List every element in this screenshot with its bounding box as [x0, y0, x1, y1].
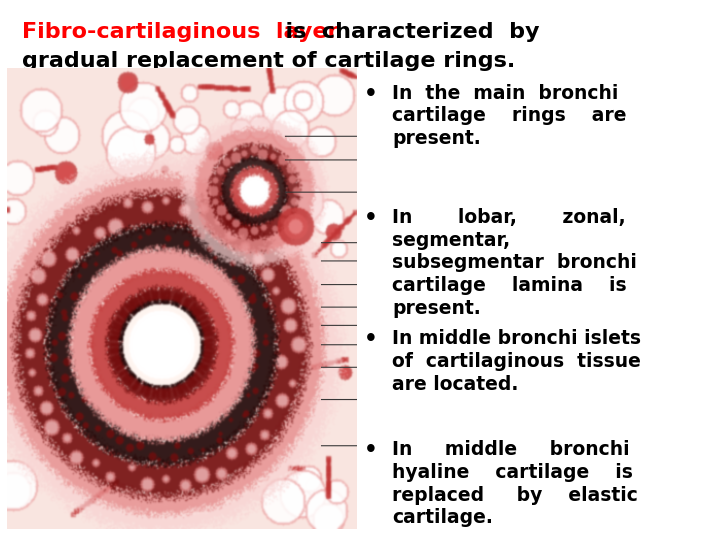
- Text: is  characterized  by: is characterized by: [270, 22, 539, 42]
- Text: gradual replacement of cartilage rings.: gradual replacement of cartilage rings.: [22, 51, 515, 71]
- Text: In     middle     bronchi
hyaline    cartilage    is
replaced     by    elastic
: In middle bronchi hyaline cartilage is r…: [392, 440, 638, 528]
- Text: Fibro-cartilaginous  layer: Fibro-cartilaginous layer: [22, 22, 338, 42]
- Text: •: •: [364, 329, 377, 349]
- Text: In       lobar,       zonal,
segmentar,
subsegmentar  bronchi
cartilage    lamin: In lobar, zonal, segmentar, subsegmentar…: [392, 208, 637, 318]
- Text: •: •: [364, 84, 377, 104]
- Text: In  the  main  bronchi
cartilage    rings    are
present.: In the main bronchi cartilage rings are …: [392, 84, 627, 148]
- Text: •: •: [364, 208, 377, 228]
- Text: In middle bronchi islets
of  cartilaginous  tissue
are located.: In middle bronchi islets of cartilaginou…: [392, 329, 642, 394]
- Text: •: •: [364, 440, 377, 460]
